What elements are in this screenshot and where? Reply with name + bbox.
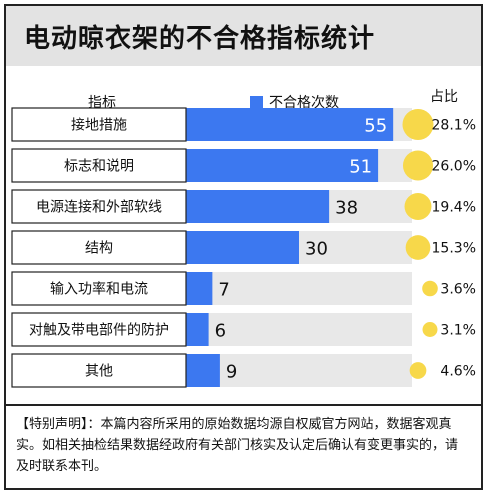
value-label: 6 <box>215 321 226 342</box>
legend: 不合格次数 <box>250 92 339 112</box>
title-bar: 电动晾衣架的不合格指标统计 <box>6 6 481 66</box>
category-box <box>11 148 187 183</box>
category-label: 电源连接和外部软线 <box>36 199 162 216</box>
indicator-column-header: 指标 <box>88 95 116 111</box>
infographic-frame: 电动晾衣架的不合格指标统计 指标 不合格次数 占比 接地措施 55 28.1% 标志和… <box>4 4 483 490</box>
share-bubble <box>402 109 434 140</box>
share-label: 28.1% <box>432 118 476 134</box>
value-label: 7 <box>218 280 229 301</box>
share-label: 19.4% <box>432 200 476 216</box>
category-box <box>11 312 187 347</box>
category-box <box>11 189 187 224</box>
share-label: 15.3% <box>432 241 476 257</box>
category-box <box>11 107 187 142</box>
share-bubble <box>405 235 431 260</box>
legend-label: 不合格次数 <box>269 95 339 111</box>
category-box <box>11 353 187 388</box>
category-label: 标志和说明 <box>64 159 134 175</box>
share-label: 3.1% <box>440 323 476 339</box>
value-label: 51 <box>349 157 372 178</box>
share-bubble <box>402 150 434 181</box>
category-label: 接地措施 <box>71 117 127 134</box>
bar <box>186 149 379 182</box>
value-label: 30 <box>305 239 328 260</box>
share-label: 3.6% <box>440 282 476 298</box>
share-bubble <box>422 322 438 337</box>
bar <box>186 190 330 223</box>
bar-track <box>186 272 412 305</box>
footnote: 【特别声明】：本篇内容所采用的原始数据均源自权威官方网站，数据客观真实。如相关抽… <box>16 417 459 474</box>
bar-chart: 接地措施 55 28.1% 标志和说明 51 26.0% 电源连接和外部软线 38 19.4% 结… <box>11 107 476 388</box>
bar-track <box>186 354 412 387</box>
value-label: 55 <box>364 116 387 137</box>
bar <box>186 272 213 305</box>
share-column-header: 占比 <box>430 89 458 105</box>
bar <box>186 231 299 264</box>
share-label: 26.0% <box>432 159 476 175</box>
bar <box>186 313 209 346</box>
category-box <box>11 230 187 265</box>
category-label: 其他 <box>85 364 113 380</box>
share-bubble <box>422 280 438 297</box>
bar <box>186 354 220 387</box>
chart-title: 电动晾衣架的不合格指标统计 <box>24 24 376 54</box>
share-bubble <box>409 362 427 379</box>
share-bubble <box>404 193 432 220</box>
value-label: 9 <box>226 362 237 383</box>
footer: 【特别声明】：本篇内容所采用的原始数据均源自权威官方网站，数据客观真实。如相关抽… <box>6 404 481 488</box>
value-label: 38 <box>335 198 358 219</box>
share-label: 4.6% <box>440 364 476 380</box>
bar-track <box>186 313 412 346</box>
legend-swatch <box>250 95 263 109</box>
bar <box>186 108 394 141</box>
category-label: 结构 <box>85 241 113 257</box>
category-label: 输入功率和电流 <box>50 281 148 298</box>
category-box <box>11 271 187 306</box>
category-label: 对触及带电部件的防护 <box>29 323 169 339</box>
